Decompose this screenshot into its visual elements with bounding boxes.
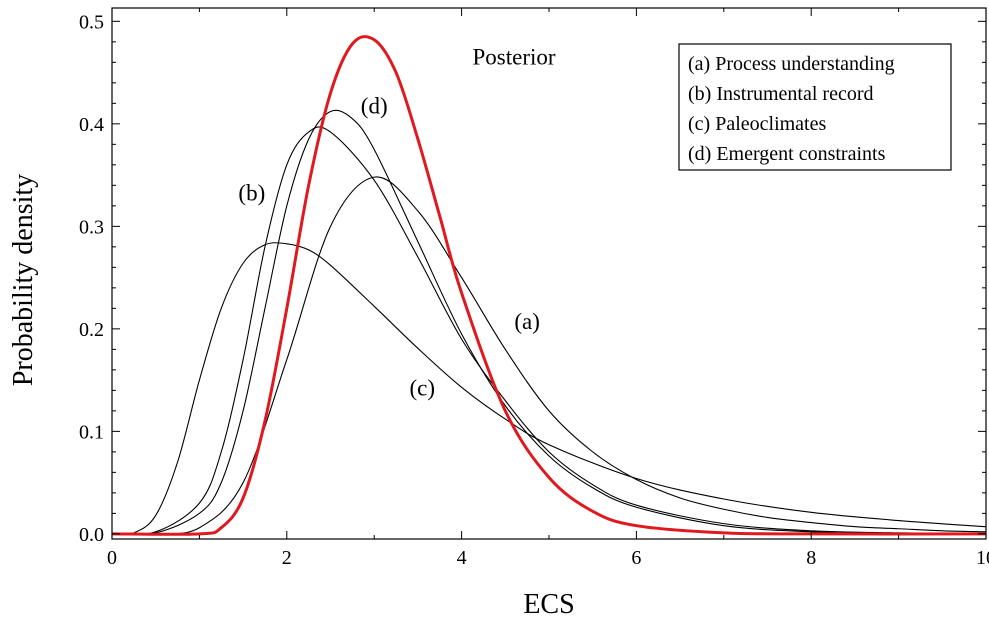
legend-box [678, 43, 952, 171]
series-line-d [111, 109, 987, 536]
x-tick-label: 8 [806, 547, 816, 569]
series-line-posterior [111, 35, 987, 536]
curve-annotations: Posterior (d) (b) (a) (c) [238, 44, 555, 400]
annotation-a: (a) [514, 309, 540, 334]
annotation-c: (c) [410, 375, 436, 400]
x-axis-title: ECS [523, 589, 574, 620]
y-tick-label: 0.5 [79, 11, 104, 33]
x-tick-label: 10 [976, 547, 989, 569]
legend-entry-a: (a) Process understanding [688, 53, 895, 75]
x-tick-label: 4 [457, 547, 467, 569]
x-axis-ticks: 0 2 4 6 8 10 [107, 8, 989, 569]
annotation-b: (b) [238, 181, 265, 206]
annotation-d: (d) [361, 94, 388, 119]
legend-entry-b: (b) Instrumental record [688, 83, 873, 105]
x-tick-label: 2 [282, 547, 292, 569]
y-axis-ticks: 0.0 0.1 0.2 0.3 0.4 0.5 [79, 11, 986, 546]
legend-entry-d: (d) Emergent constraints [688, 143, 886, 165]
annotation-posterior: Posterior [473, 44, 556, 69]
series-line-b [111, 126, 987, 536]
legend: (a) Process understanding (b) Instrument… [678, 43, 952, 171]
curves-group [111, 35, 987, 536]
y-tick-label: 0.4 [79, 114, 104, 136]
y-tick-label: 0.1 [79, 421, 104, 443]
x-tick-label: 6 [631, 547, 641, 569]
legend-entry-c: (c) Paleoclimates [688, 113, 826, 135]
x-tick-label: 0 [107, 547, 117, 569]
series-line-a [111, 176, 987, 535]
y-tick-label: 0.2 [79, 319, 104, 341]
y-tick-label: 0.3 [79, 216, 104, 238]
y-tick-label: 0.0 [79, 524, 104, 546]
y-axis-title: Probability density [8, 174, 39, 386]
series-line-c [111, 242, 987, 536]
